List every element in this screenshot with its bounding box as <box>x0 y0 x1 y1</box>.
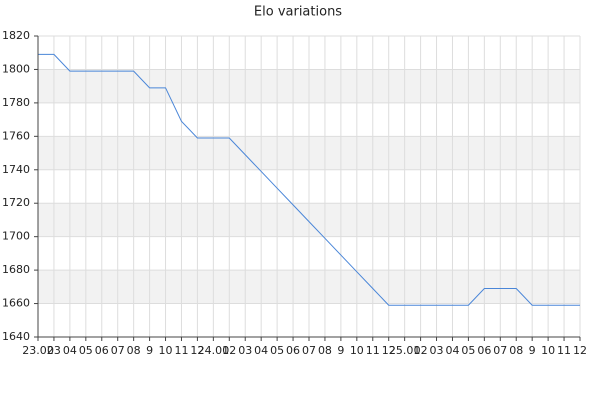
y-tick-label: 1820 <box>2 29 30 42</box>
x-tick-label: 02 <box>222 344 236 357</box>
y-tick-label: 1660 <box>2 297 30 310</box>
x-tick-label: 24.01 <box>198 344 230 357</box>
x-tick-label: 07 <box>111 344 125 357</box>
y-tick-label: 1760 <box>2 129 30 142</box>
x-tick-label: 23.02 <box>22 344 54 357</box>
x-tick-label: 04 <box>63 344 77 357</box>
x-tick-label: 9 <box>146 344 153 357</box>
y-tick-label: 1640 <box>2 330 30 343</box>
x-tick-label: 11 <box>366 344 380 357</box>
y-tick-label: 1800 <box>2 62 30 75</box>
x-tick-label: 05 <box>79 344 93 357</box>
y-tick-label: 1740 <box>2 163 30 176</box>
chart-title: Elo variations <box>254 5 342 20</box>
x-tick-label: 12 <box>190 344 204 357</box>
y-tick-label: 1680 <box>2 263 30 276</box>
y-tick-label: 1720 <box>2 196 30 209</box>
x-tick-label: 11 <box>557 344 571 357</box>
x-tick-label: 12 <box>573 344 587 357</box>
y-tick-label: 1700 <box>2 230 30 243</box>
x-tick-label: 10 <box>541 344 555 357</box>
x-tick-label: 05 <box>461 344 475 357</box>
x-tick-label: 07 <box>302 344 316 357</box>
x-tick-label: 25.01 <box>389 344 421 357</box>
x-tick-label: 10 <box>159 344 173 357</box>
x-tick-label: 06 <box>477 344 491 357</box>
x-tick-label: 04 <box>254 344 268 357</box>
x-tick-label: 02 <box>414 344 428 357</box>
y-tick-label: 1780 <box>2 96 30 109</box>
x-tick-label: 08 <box>509 344 523 357</box>
line-series <box>38 53 580 306</box>
x-tick-label: 12 <box>382 344 396 357</box>
x-tick-label: 08 <box>127 344 141 357</box>
x-tick-label: 11 <box>174 344 188 357</box>
x-tick-label: 03 <box>430 344 444 357</box>
x-tick-label: 03 <box>238 344 252 357</box>
x-tick-label: 03 <box>47 344 61 357</box>
x-tick-label: 08 <box>318 344 332 357</box>
x-tick-label: 9 <box>337 344 344 357</box>
x-tick-label: 10 <box>350 344 364 357</box>
x-tick-label: 9 <box>529 344 536 357</box>
x-tick-label: 06 <box>95 344 109 357</box>
x-tick-label: 05 <box>270 344 284 357</box>
x-tick-label: 07 <box>493 344 507 357</box>
x-tick-label: 06 <box>286 344 300 357</box>
x-tick-label: 04 <box>445 344 459 357</box>
